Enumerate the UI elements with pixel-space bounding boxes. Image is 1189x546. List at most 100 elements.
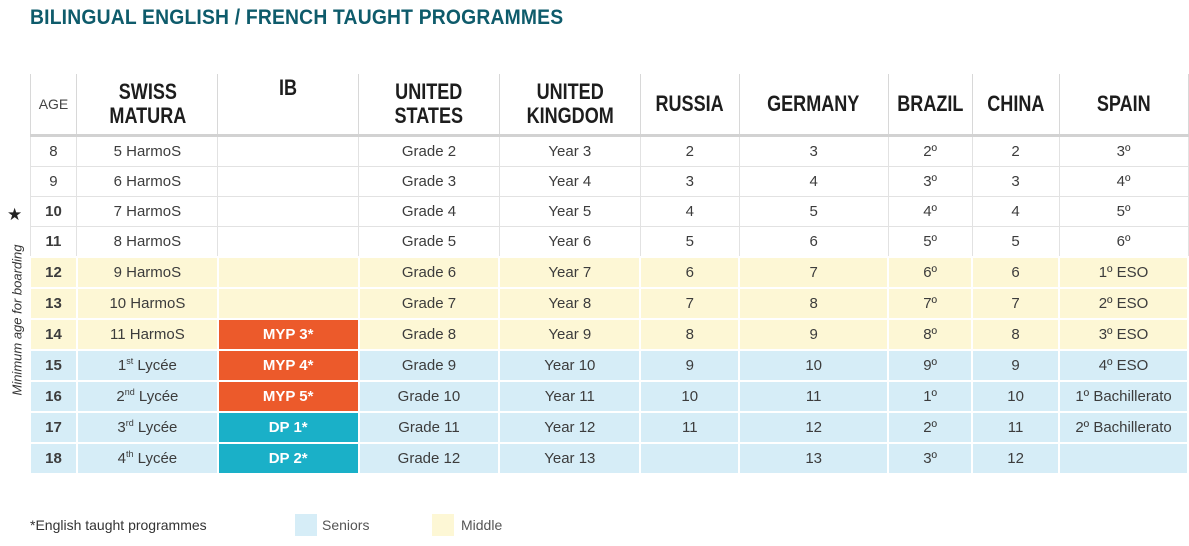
uk-cell: Year 9 [498, 318, 642, 351]
russia-cell: 8 [639, 318, 741, 351]
ib-dp-cell: DP 1* [216, 411, 360, 444]
us-cell: Grade 7 [357, 287, 501, 320]
boarding-age-label: Minimum age for boarding [9, 244, 25, 396]
spain-cell: 1º Bachillerato [1058, 380, 1189, 413]
seniors-swatch [295, 514, 317, 536]
age-cell: 8 [29, 135, 78, 167]
swiss-cell: 6 HarmoS [76, 166, 219, 197]
table-row: 12 9 HarmoS Grade 6 Year 7 6 7 6º 6 1º E… [29, 256, 1189, 289]
spain-cell: 2º ESO [1058, 287, 1189, 320]
china-cell: 12 [971, 442, 1061, 475]
uk-cell: Year 11 [498, 380, 642, 413]
programmes-table: AGE SWISS MATURA IB UNITED STATES UNITED KI… [29, 72, 1189, 475]
header-brazil: BRAZIL [887, 72, 973, 137]
russia-cell: 11 [639, 411, 741, 444]
ib-cell [217, 226, 360, 258]
russia-cell: 9 [639, 349, 741, 382]
brazil-cell: 6º [887, 256, 974, 289]
middle-swatch [432, 514, 454, 536]
brazil-cell: 2º [887, 411, 974, 444]
header-row: AGE SWISS MATURA IB UNITED STATES UNITED KI… [29, 72, 1189, 137]
page-title: BILINGUAL ENGLISH / FRENCH TAUGHT PROGRA… [30, 6, 564, 29]
us-cell: Grade 12 [357, 442, 501, 475]
brazil-cell: 3º [887, 442, 974, 475]
legend-seniors-label: Seniors [322, 517, 370, 533]
header-us: UNITED STATES [358, 72, 500, 137]
uk-cell: Year 12 [498, 411, 642, 444]
russia-cell: 6 [639, 256, 741, 289]
ib-cell [217, 135, 360, 167]
age-cell: 18 [29, 442, 78, 475]
header-germany: GERMANY [738, 72, 889, 137]
swiss-cell: 3rd Lycée [75, 411, 219, 444]
china-cell: 3 [971, 166, 1060, 197]
header-ib: IB [217, 72, 360, 137]
ib-myp-cell: MYP 5* [216, 380, 360, 413]
spain-cell: 4º ESO [1058, 349, 1189, 382]
age-cell: 9 [29, 166, 78, 197]
us-cell: Grade 5 [358, 226, 500, 258]
legend-note: *English taught programmes [30, 517, 207, 533]
china-cell: 6 [971, 256, 1061, 289]
ib-cell [216, 256, 360, 289]
swiss-cell: 10 HarmoS [75, 287, 219, 320]
ib-cell [217, 196, 360, 227]
brazil-cell: 1º [887, 380, 974, 413]
russia-cell: 5 [639, 226, 740, 258]
header-russia: RUSSIA [639, 72, 740, 137]
germany-cell: 10 [738, 349, 890, 382]
uk-cell: Year 8 [498, 287, 642, 320]
brazil-cell: 3º [887, 166, 973, 197]
ib-myp-cell: MYP 3* [216, 318, 360, 351]
table-row: 13 10 HarmoS Grade 7 Year 8 7 8 7º 7 2º … [29, 287, 1189, 320]
table-row: 16 2nd Lycée MYP 5* Grade 10 Year 11 10 … [29, 380, 1189, 413]
germany-cell: 13 [738, 442, 890, 475]
russia-cell: 2 [639, 135, 740, 167]
china-cell: 9 [971, 349, 1061, 382]
table-row: 14 11 HarmoS MYP 3* Grade 8 Year 9 8 9 8… [29, 318, 1189, 351]
uk-cell: Year 10 [498, 349, 642, 382]
germany-cell: 5 [738, 196, 889, 227]
brazil-cell: 4º [887, 196, 973, 227]
swiss-cell: 5 HarmoS [76, 135, 219, 167]
uk-cell: Year 3 [498, 135, 641, 167]
table-row: 8 5 HarmoS Grade 2 Year 3 2 3 2º 2 3º [29, 135, 1189, 167]
uk-cell: Year 4 [498, 166, 641, 197]
brazil-cell: 5º [887, 226, 973, 258]
spain-cell: 2º Bachillerato [1058, 411, 1189, 444]
brazil-cell: 9º [887, 349, 974, 382]
us-cell: Grade 6 [357, 256, 501, 289]
age-cell: 15 [29, 349, 78, 382]
russia-cell: 4 [639, 196, 740, 227]
header-age: AGE [29, 72, 78, 137]
us-cell: Grade 11 [357, 411, 501, 444]
spain-cell: 3º ESO [1058, 318, 1189, 351]
germany-cell: 3 [738, 135, 889, 167]
us-cell: Grade 4 [358, 196, 500, 227]
germany-cell: 7 [738, 256, 890, 289]
age-cell: 17 [29, 411, 78, 444]
uk-cell: Year 6 [498, 226, 641, 258]
us-cell: Grade 9 [357, 349, 501, 382]
germany-cell: 9 [738, 318, 890, 351]
china-cell: 5 [971, 226, 1060, 258]
brazil-cell: 7º [887, 287, 974, 320]
russia-cell: 7 [639, 287, 741, 320]
russia-cell [639, 442, 741, 475]
swiss-cell: 8 HarmoS [76, 226, 219, 258]
age-cell: 13 [29, 287, 78, 320]
germany-cell: 12 [738, 411, 890, 444]
table-row: 11 8 HarmoS Grade 5 Year 6 5 6 5º 5 6º [29, 226, 1189, 258]
uk-cell: Year 5 [498, 196, 641, 227]
age-cell: 12 [29, 256, 78, 289]
us-cell: Grade 3 [358, 166, 500, 197]
germany-cell: 8 [738, 287, 890, 320]
swiss-cell: 9 HarmoS [75, 256, 219, 289]
russia-cell: 3 [639, 166, 740, 197]
age-cell: 11 [29, 226, 78, 258]
china-cell: 11 [971, 411, 1061, 444]
us-cell: Grade 10 [357, 380, 501, 413]
ib-dp-cell: DP 2* [216, 442, 360, 475]
china-cell: 10 [971, 380, 1061, 413]
table-row: 9 6 HarmoS Grade 3 Year 4 3 4 3º 3 4º [29, 166, 1189, 197]
